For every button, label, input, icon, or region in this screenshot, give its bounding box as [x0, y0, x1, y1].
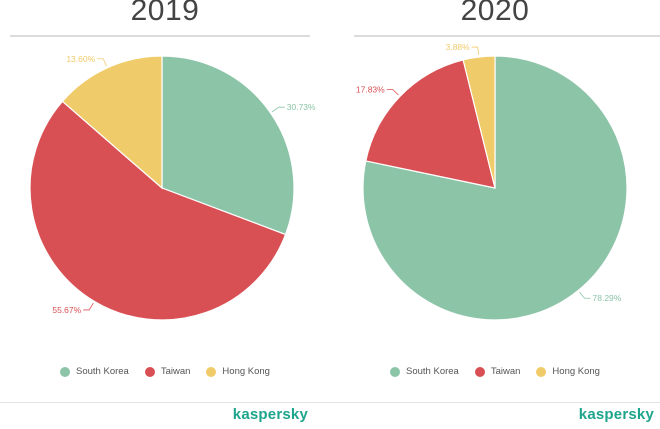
- leader-line-taiwan: [83, 302, 94, 311]
- kaspersky-logo: kaspersky: [232, 406, 308, 423]
- legend-swatch: [474, 366, 485, 377]
- data-label-taiwan: 17.83%: [356, 84, 385, 94]
- chart-title: 2019: [130, 0, 200, 27]
- legend-item-taiwan: Taiwan: [474, 366, 521, 377]
- pie-slice-south-korea: [362, 55, 628, 321]
- data-label-south-korea: 30.73%: [287, 102, 316, 112]
- pie-chart-2020: 78.29% 17.83% 3.88%: [356, 42, 628, 321]
- legend-swatch: [536, 366, 547, 377]
- chart-title: 2020: [460, 0, 530, 27]
- legend-label: Hong Kong: [552, 366, 600, 377]
- chart-panel-2019: 2019 30.73% 55.67% 13.60% South Korea Taiw…: [0, 0, 330, 423]
- legend-swatch: [390, 366, 401, 377]
- kaspersky-logo: kaspersky: [578, 406, 654, 423]
- chart-panel-2020: 2020 78.29% 17.83% 3.88% South Korea Taiwa…: [330, 0, 660, 429]
- footer-divider: [330, 402, 660, 403]
- legend-item-south-korea: South Korea: [390, 366, 459, 377]
- legend-swatch: [206, 366, 217, 377]
- pie-chart-2019: 30.73% 55.67% 13.60%: [29, 54, 316, 321]
- data-label-south-korea: 78.29%: [593, 293, 622, 303]
- pie-slice-hong-kong: [61, 55, 163, 190]
- leader-line-south-korea: [271, 106, 285, 113]
- leader-line-taiwan: [386, 89, 399, 96]
- title-divider: [354, 35, 660, 37]
- legend-item-taiwan: Taiwan: [144, 366, 191, 377]
- data-label-hong-kong: 13.60%: [66, 54, 95, 64]
- legend-label: Hong Kong: [222, 366, 270, 377]
- legend-label: Taiwan: [160, 366, 191, 377]
- legend-item-hong-kong: Hong Kong: [536, 366, 600, 377]
- leader-line-hong-kong: [471, 46, 480, 56]
- footer-divider: [0, 402, 330, 403]
- legend-item-hong-kong: Hong Kong: [206, 366, 270, 377]
- pie-slice-taiwan: [29, 100, 287, 321]
- leader-line-hong-kong: [97, 58, 107, 67]
- title-divider: [10, 35, 310, 37]
- pie-slice-taiwan: [365, 59, 496, 189]
- pie-slice-hong-kong: [462, 55, 496, 189]
- legend-swatch: [144, 366, 155, 377]
- legend-label: South Korea: [406, 366, 459, 377]
- data-label-taiwan: 55.67%: [52, 305, 81, 315]
- legend-swatch: [60, 366, 71, 377]
- leader-line-south-korea: [579, 291, 591, 299]
- chart-legend: South Korea Taiwan Hong Kong: [330, 366, 660, 377]
- chart-legend: South Korea Taiwan Hong Kong: [0, 366, 330, 377]
- legend-label: Taiwan: [490, 366, 521, 377]
- data-label-hong-kong: 3.88%: [446, 42, 471, 52]
- pie-slice-south-korea: [161, 55, 295, 236]
- legend-item-south-korea: South Korea: [60, 366, 129, 377]
- legend-label: South Korea: [76, 366, 129, 377]
